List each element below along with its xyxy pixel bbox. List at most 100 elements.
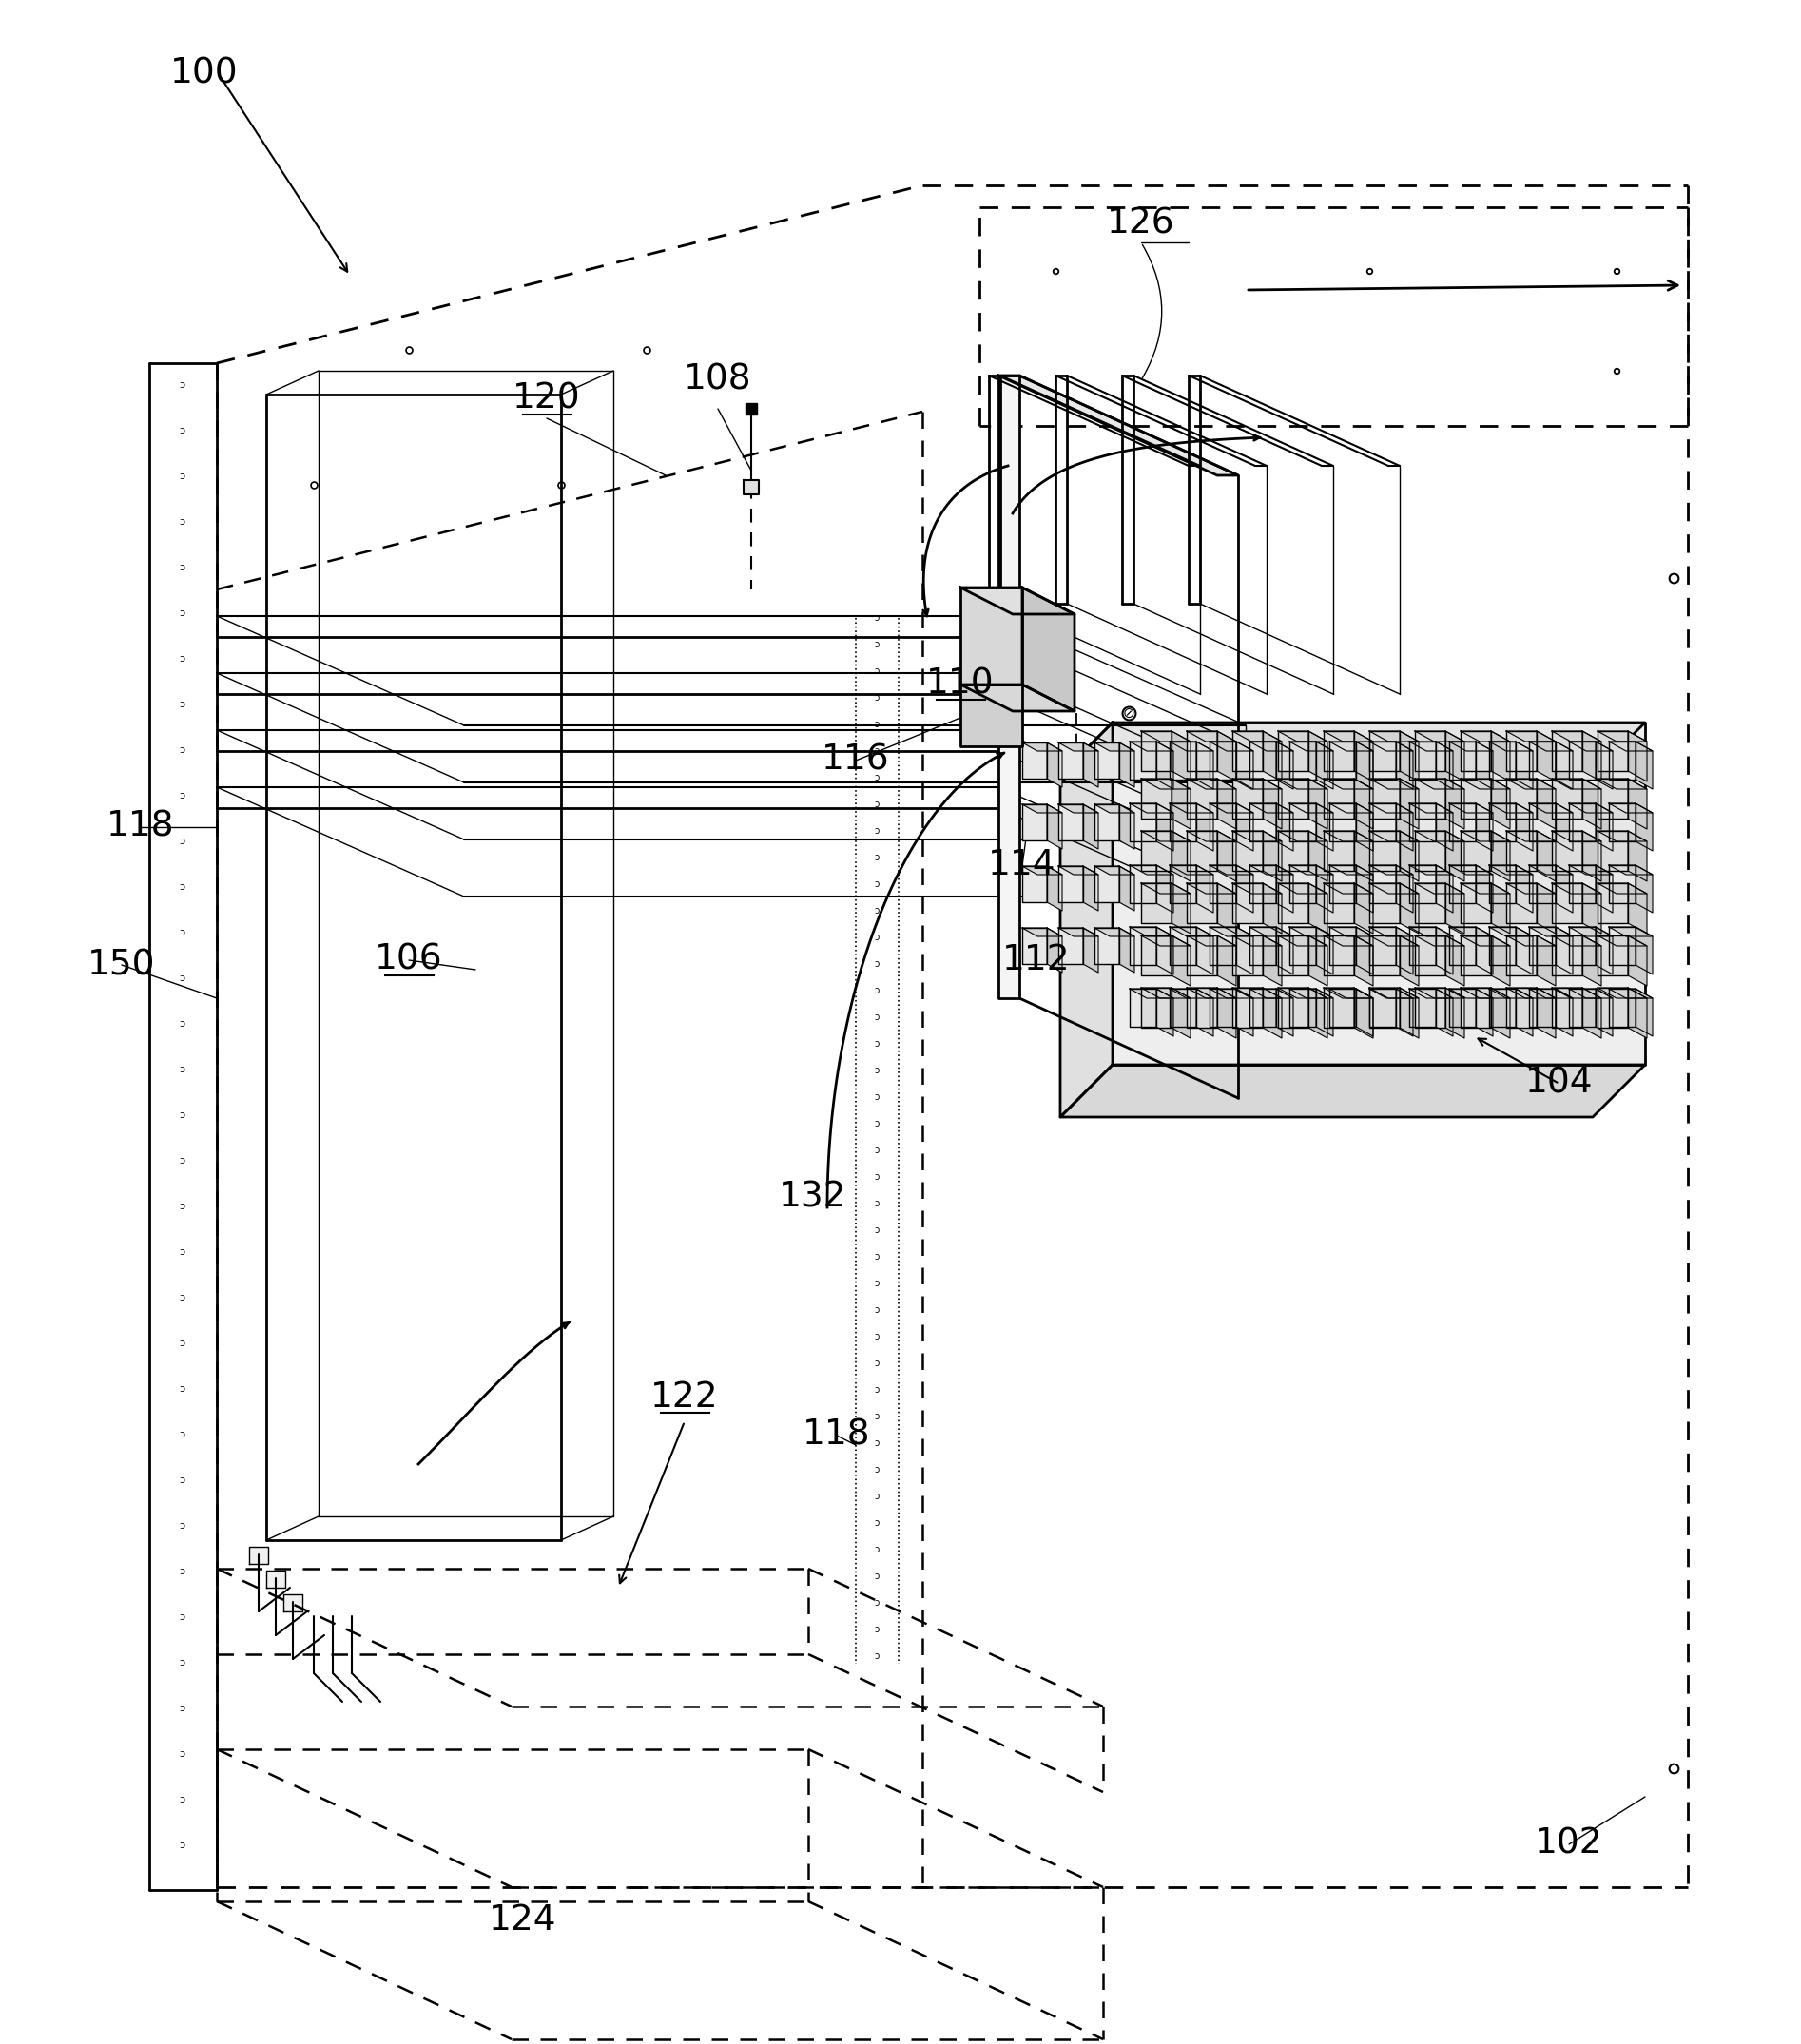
Polygon shape (1416, 883, 1446, 924)
Polygon shape (1416, 987, 1446, 1028)
Polygon shape (1569, 989, 1612, 997)
Polygon shape (1450, 803, 1493, 814)
Polygon shape (1309, 987, 1327, 1038)
Text: ↄ: ↄ (873, 1625, 879, 1635)
Polygon shape (1277, 926, 1293, 975)
Polygon shape (1399, 987, 1419, 1038)
Polygon shape (1461, 779, 1509, 789)
Polygon shape (1263, 883, 1282, 934)
Polygon shape (1608, 865, 1635, 903)
Polygon shape (1142, 883, 1190, 893)
Polygon shape (1608, 926, 1635, 965)
Polygon shape (1597, 779, 1646, 789)
Polygon shape (1408, 742, 1435, 779)
Polygon shape (1552, 987, 1601, 997)
Polygon shape (1506, 779, 1536, 818)
Polygon shape (1446, 732, 1464, 781)
Polygon shape (1232, 832, 1263, 871)
Polygon shape (1142, 832, 1190, 842)
Polygon shape (1210, 989, 1235, 1026)
Text: ↄ: ↄ (873, 879, 879, 889)
Text: ↄ: ↄ (873, 666, 879, 677)
Polygon shape (1475, 803, 1493, 850)
Polygon shape (1290, 742, 1333, 750)
Polygon shape (1506, 832, 1556, 842)
Text: ↄ: ↄ (178, 654, 184, 664)
Polygon shape (1369, 926, 1396, 965)
Polygon shape (1023, 587, 1075, 711)
Polygon shape (1435, 926, 1453, 975)
Polygon shape (1369, 779, 1399, 818)
Polygon shape (960, 685, 1023, 746)
Text: ↄ: ↄ (873, 1038, 879, 1049)
Text: 122: 122 (650, 1380, 719, 1414)
Polygon shape (1516, 865, 1533, 914)
Text: ↄ: ↄ (178, 1658, 184, 1668)
Polygon shape (1489, 742, 1533, 750)
Polygon shape (1129, 803, 1156, 842)
Polygon shape (1329, 926, 1356, 965)
Text: ↄ: ↄ (178, 472, 184, 480)
Polygon shape (1529, 742, 1556, 779)
Polygon shape (998, 376, 1237, 476)
Polygon shape (1569, 865, 1596, 903)
Polygon shape (1552, 779, 1583, 818)
Polygon shape (1583, 987, 1601, 1038)
Polygon shape (1082, 928, 1099, 973)
Polygon shape (1597, 936, 1628, 975)
Text: ↄ: ↄ (873, 826, 879, 836)
Polygon shape (1369, 989, 1414, 997)
Text: ↄ: ↄ (873, 773, 879, 783)
Polygon shape (1324, 779, 1372, 789)
Polygon shape (1118, 803, 1135, 848)
Polygon shape (1142, 832, 1171, 871)
Text: ↄ: ↄ (178, 1795, 184, 1805)
Text: ↄ: ↄ (178, 1110, 184, 1120)
Text: 118: 118 (106, 809, 175, 844)
Polygon shape (1461, 732, 1509, 742)
Polygon shape (1597, 883, 1646, 893)
Polygon shape (1187, 732, 1235, 742)
Polygon shape (1536, 883, 1556, 934)
Polygon shape (1279, 987, 1327, 997)
Polygon shape (1217, 936, 1235, 985)
Polygon shape (1416, 832, 1464, 842)
Text: ↄ: ↄ (178, 1750, 184, 1758)
Polygon shape (998, 376, 1019, 997)
Polygon shape (1046, 742, 1063, 787)
Polygon shape (1059, 803, 1099, 814)
Text: ↄ: ↄ (178, 883, 184, 891)
Polygon shape (1608, 989, 1635, 1026)
Polygon shape (1635, 989, 1653, 1036)
Polygon shape (1506, 832, 1536, 871)
Polygon shape (1408, 865, 1453, 875)
Text: ↄ: ↄ (873, 1171, 879, 1181)
Polygon shape (1232, 936, 1263, 975)
Polygon shape (1516, 803, 1533, 850)
Polygon shape (1552, 936, 1601, 946)
Polygon shape (1118, 742, 1135, 787)
Polygon shape (1529, 989, 1556, 1026)
Polygon shape (1324, 936, 1372, 946)
Polygon shape (1290, 926, 1317, 965)
Polygon shape (1408, 803, 1435, 842)
Polygon shape (1416, 883, 1464, 893)
Polygon shape (1608, 803, 1635, 842)
Polygon shape (1408, 803, 1453, 814)
Polygon shape (1506, 883, 1556, 893)
Polygon shape (1552, 779, 1601, 789)
Polygon shape (1369, 832, 1419, 842)
Polygon shape (1129, 865, 1174, 875)
Text: 150: 150 (88, 948, 155, 981)
Polygon shape (1489, 803, 1533, 814)
Polygon shape (1450, 865, 1475, 903)
Polygon shape (1369, 742, 1414, 750)
Polygon shape (1552, 883, 1583, 924)
Polygon shape (1416, 732, 1446, 771)
Polygon shape (1536, 732, 1556, 781)
Polygon shape (1187, 987, 1235, 997)
Polygon shape (1169, 803, 1196, 842)
Polygon shape (1446, 987, 1464, 1038)
Polygon shape (1489, 989, 1533, 997)
Text: ↄ: ↄ (178, 517, 184, 527)
